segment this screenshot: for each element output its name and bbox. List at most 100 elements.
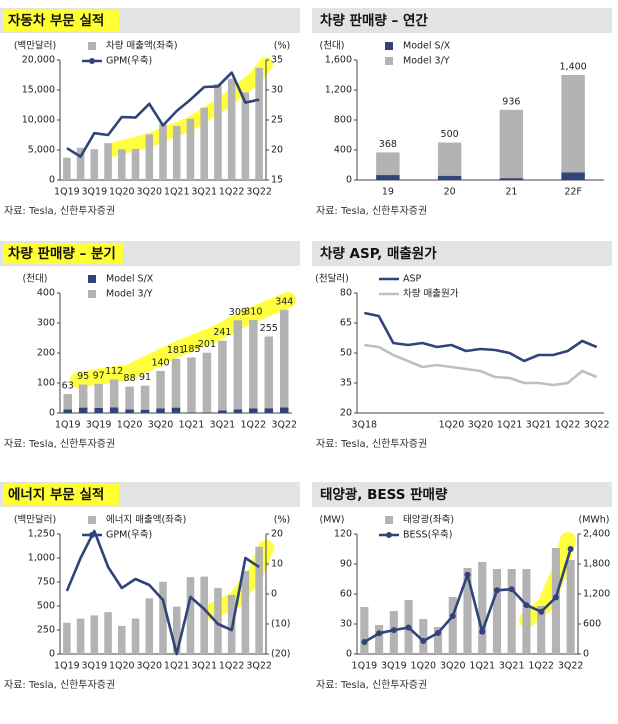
bar bbox=[90, 615, 99, 654]
line-marker bbox=[420, 638, 427, 644]
total-label: 201 bbox=[198, 339, 216, 350]
bar bbox=[200, 576, 208, 654]
total-label: 310 bbox=[244, 307, 262, 318]
y2-axis-label: (%) bbox=[274, 41, 290, 52]
y-tick-label: 750 bbox=[37, 577, 55, 588]
x-tick-label: 3Q19 bbox=[82, 661, 108, 672]
y-tick-label: 1,000 bbox=[28, 553, 55, 564]
total-label: 344 bbox=[275, 296, 293, 307]
total-label: 91 bbox=[139, 372, 151, 383]
chart-title: 차량 ASP, 매출원가 bbox=[320, 245, 437, 262]
y-tick-label: 50 bbox=[340, 348, 352, 359]
bar bbox=[202, 412, 212, 413]
y-tick-label: 0 bbox=[49, 175, 55, 186]
bar bbox=[255, 67, 263, 180]
y-tick-label: 400 bbox=[334, 145, 352, 156]
y-tick-label: 0 bbox=[346, 175, 352, 186]
bar bbox=[280, 407, 289, 413]
bar bbox=[492, 569, 502, 654]
bar bbox=[186, 577, 195, 654]
x-tick-label: 3Q22 bbox=[584, 420, 610, 431]
x-tick-label: 1Q22 bbox=[241, 420, 267, 431]
y-tick-label: 250 bbox=[37, 625, 55, 636]
bar bbox=[499, 178, 524, 180]
bar bbox=[63, 622, 71, 654]
legend-label: Model 3/Y bbox=[403, 56, 450, 67]
x-tick-label: 1Q21 bbox=[469, 661, 495, 672]
x-tick-label: 3Q22 bbox=[246, 187, 272, 198]
x-tick-label: 3Q20 bbox=[136, 661, 162, 672]
legend-swatch bbox=[88, 42, 96, 50]
y-tick-label: 300 bbox=[37, 318, 55, 329]
bar bbox=[499, 109, 524, 179]
title-highlight bbox=[3, 484, 119, 505]
x-tick-label: 3Q21 bbox=[191, 661, 217, 672]
bar bbox=[375, 625, 384, 654]
bar bbox=[171, 358, 181, 408]
highlight-stroke bbox=[70, 292, 296, 388]
y2-tick-label: 25 bbox=[271, 115, 283, 126]
y-tick-label: 120 bbox=[334, 529, 352, 540]
x-tick-label: 22F bbox=[564, 187, 582, 198]
bar bbox=[419, 619, 428, 654]
x-tick-label: 3Q22 bbox=[246, 661, 272, 672]
x-tick-label: 3Q22 bbox=[558, 661, 584, 672]
bar bbox=[118, 625, 126, 654]
bar bbox=[94, 383, 103, 408]
bar bbox=[233, 320, 243, 410]
bar bbox=[214, 587, 222, 654]
bar bbox=[255, 546, 263, 654]
chart-title: 차량 판매량 – 연간 bbox=[320, 12, 428, 29]
x-tick-label: 3Q20 bbox=[440, 661, 466, 672]
bar bbox=[63, 409, 72, 413]
bar bbox=[227, 78, 236, 180]
bar bbox=[78, 384, 88, 408]
y-axis-label: (백만달러) bbox=[14, 514, 56, 526]
y-axis-label: (천대) bbox=[23, 274, 48, 285]
x-tick-label: 1Q21 bbox=[164, 187, 190, 198]
y-tick-label: 20,000 bbox=[22, 55, 55, 66]
y2-tick-label: 600 bbox=[583, 619, 601, 630]
bar bbox=[156, 371, 165, 409]
bar bbox=[131, 618, 140, 654]
bar bbox=[172, 606, 181, 654]
total-label: 368 bbox=[379, 139, 397, 150]
bar bbox=[233, 409, 243, 413]
total-label: 309 bbox=[229, 307, 247, 318]
y2-tick-label: (20) bbox=[271, 649, 291, 660]
y2-tick-label: 35 bbox=[271, 55, 283, 66]
bar bbox=[118, 149, 126, 180]
x-tick-label: 1Q19 bbox=[54, 187, 80, 198]
line-marker bbox=[479, 628, 486, 635]
y-tick-label: 10,000 bbox=[22, 115, 55, 126]
x-tick-label: 3Q20 bbox=[148, 420, 174, 431]
bar bbox=[63, 394, 72, 410]
y2-axis-label: (MWh) bbox=[578, 515, 609, 526]
legend-label: ASP bbox=[403, 274, 422, 285]
total-label: 97 bbox=[93, 370, 105, 381]
bar bbox=[172, 125, 181, 180]
legend-label: Model S/X bbox=[403, 41, 451, 52]
x-tick-label: 1Q20 bbox=[410, 661, 436, 672]
line-series bbox=[66, 71, 260, 158]
x-tick-label: 3Q20 bbox=[136, 187, 162, 198]
bar bbox=[561, 75, 585, 173]
bar bbox=[214, 84, 222, 180]
x-tick-label: 3Q22 bbox=[271, 420, 297, 431]
bar bbox=[104, 143, 112, 180]
x-tick-label: 1Q20 bbox=[109, 661, 135, 672]
bar bbox=[131, 148, 140, 180]
line-marker bbox=[405, 624, 412, 631]
total-label: 181 bbox=[167, 345, 185, 356]
y-tick-label: 1,250 bbox=[28, 529, 55, 540]
bar bbox=[218, 340, 227, 411]
y-tick-label: 80 bbox=[340, 288, 352, 299]
total-label: 112 bbox=[105, 366, 123, 377]
y-tick-label: 200 bbox=[37, 348, 55, 359]
title-bar bbox=[312, 482, 612, 507]
y-tick-label: 30 bbox=[340, 619, 352, 630]
y-tick-label: 500 bbox=[37, 601, 55, 612]
bar bbox=[187, 412, 196, 413]
x-tick-label: 1Q20 bbox=[439, 420, 465, 431]
bar bbox=[448, 597, 457, 654]
